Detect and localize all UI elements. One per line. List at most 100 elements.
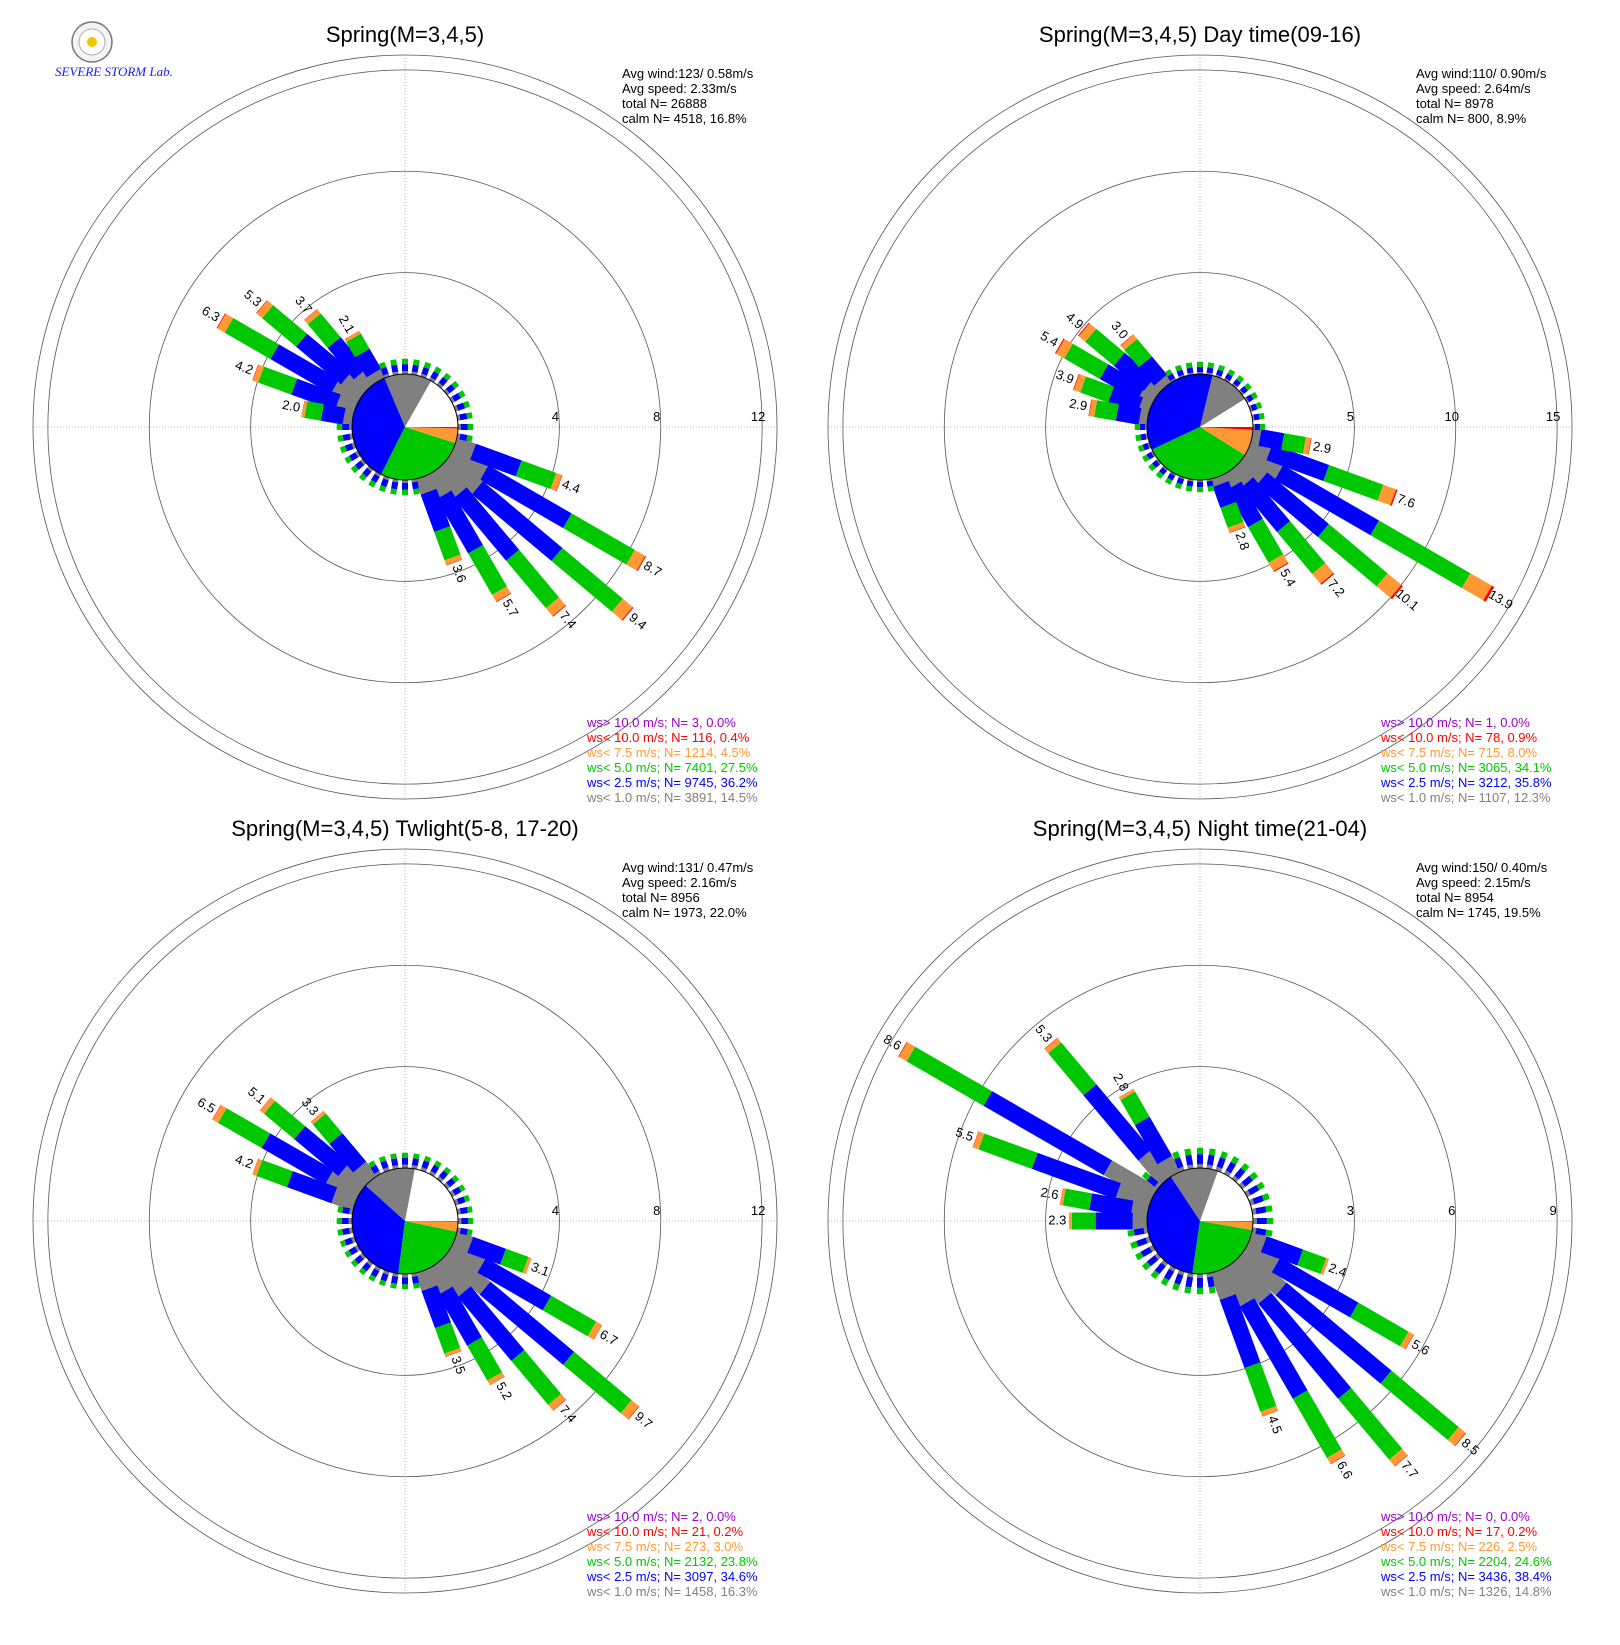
petal-segment — [1128, 1096, 1142, 1121]
ring-label: 4 — [552, 1203, 559, 1218]
petal-segment-minor — [1227, 1172, 1229, 1175]
petal-segment — [626, 1407, 633, 1413]
chart-title: Spring(M=3,4,5) Night time(21-04) — [1033, 816, 1367, 841]
ring-label: 5 — [1347, 409, 1354, 424]
petal-segment-minor — [1161, 469, 1164, 473]
petal-segment-minor — [394, 482, 395, 489]
petal-segment-minor — [1136, 437, 1141, 438]
petal-segment — [1393, 497, 1394, 498]
petal-segment — [1090, 408, 1095, 409]
petal-segment — [360, 1167, 371, 1180]
petal-segment-minor — [464, 404, 469, 406]
petal-segment-minor — [350, 1249, 356, 1253]
petal-segment-minor — [1187, 1287, 1188, 1293]
stat-line: total N= 26888 — [622, 96, 707, 111]
petal-segment-minor — [343, 437, 350, 438]
ring-label: 8 — [653, 409, 660, 424]
petal-segment — [334, 1195, 355, 1203]
petal-label: 2.1 — [336, 313, 358, 336]
petal-segment-minor — [416, 360, 417, 365]
petal-segment — [352, 335, 353, 337]
petal-segment — [475, 1341, 495, 1376]
petal-segment — [981, 1141, 1034, 1160]
petal-label: 4.5 — [1265, 1414, 1285, 1436]
petal-segment-minor — [394, 365, 395, 372]
petal-segment-minor — [1210, 1155, 1212, 1165]
petal-segment-minor — [1149, 1258, 1157, 1264]
petal-segment — [443, 1325, 452, 1350]
petal-segment-minor — [338, 438, 343, 439]
legend-entry: ws> 10.0 m/s; N= 1, 0.0% — [1380, 715, 1530, 730]
petal-segment — [1404, 1339, 1409, 1342]
petal-segment — [1083, 384, 1111, 394]
petal-segment-minor — [1210, 1277, 1212, 1287]
petal-segment-minor — [1128, 1233, 1134, 1234]
petal-segment-minor — [346, 1253, 350, 1255]
petal-segment-minor — [365, 470, 370, 475]
stat-line: Avg wind:123/ 0.58m/s — [622, 66, 754, 81]
petal-segment-minor — [341, 448, 346, 450]
petal-segment-minor — [364, 1264, 369, 1269]
legend-entry: ws< 5.0 m/s; N= 2132, 23.8% — [586, 1554, 758, 1569]
legend-entry: ws< 5.0 m/s; N= 3065, 34.1% — [1380, 760, 1552, 775]
petal-segment-minor — [1142, 1249, 1151, 1254]
petal-segment-minor — [1190, 481, 1191, 486]
petal-segment-minor — [416, 1283, 417, 1288]
petal-segment — [1132, 1209, 1148, 1212]
ring-label: 10 — [1445, 409, 1459, 424]
stat-line: Avg wind:150/ 0.40m/s — [1416, 860, 1548, 875]
petal-segment-minor — [1230, 371, 1233, 375]
petal-segment-minor — [1170, 375, 1173, 380]
petal-segment-minor — [373, 1270, 377, 1276]
petal-segment — [518, 1355, 555, 1399]
stat-line: total N= 8978 — [1416, 96, 1494, 111]
petal-segment-minor — [1249, 1188, 1258, 1193]
petal-segment — [374, 373, 379, 381]
petal-segment-minor — [394, 1159, 395, 1166]
petal-segment-minor — [1181, 1168, 1182, 1172]
petal-label: 4.2 — [233, 1151, 255, 1171]
petal-segment — [452, 557, 454, 562]
petal-segment-minor — [1151, 1248, 1154, 1250]
legend-entry: ws< 7.5 m/s; N= 715, 8.0% — [1380, 745, 1538, 760]
petal-segment-minor — [384, 479, 386, 486]
petal-segment-minor — [1170, 474, 1173, 479]
petal-segment-minor — [1244, 1178, 1252, 1184]
petal-segment — [1236, 525, 1238, 530]
petal-segment-minor — [1263, 1196, 1269, 1198]
petal-segment-minor — [467, 1232, 472, 1233]
legend-entry: ws< 2.5 m/s; N= 9745, 36.2% — [586, 775, 758, 790]
petal-segment-minor — [1172, 1267, 1174, 1270]
legend-entry: ws< 7.5 m/s; N= 1214, 4.5% — [586, 745, 751, 760]
petal-segment — [1252, 1365, 1268, 1409]
petal-segment-minor — [1177, 1274, 1180, 1283]
petal-segment-minor — [1144, 1264, 1149, 1268]
petal-segment-minor — [448, 387, 453, 392]
legend-entry: ws< 1.0 m/s; N= 1326, 14.8% — [1380, 1584, 1552, 1599]
petal-segment — [627, 613, 628, 614]
petal-segment-minor — [346, 446, 353, 448]
legend-entry: ws< 10.0 m/s; N= 116, 0.4% — [586, 730, 750, 745]
stat-line: Avg speed: 2.33m/s — [622, 81, 737, 96]
petal-segment — [641, 563, 642, 564]
petal-label: 4.9 — [1063, 309, 1086, 332]
petal-segment — [1161, 380, 1166, 386]
petal-label: 2.9 — [1068, 396, 1088, 414]
petal-segment — [1354, 1310, 1404, 1339]
petal-segment-minor — [1153, 1272, 1157, 1277]
petal-segment-minor — [1259, 416, 1264, 417]
petal-segment — [1059, 346, 1060, 347]
petal-label: 8.5 — [1459, 1435, 1482, 1458]
lab-logo-text: SEVERE STORM Lab. — [55, 64, 173, 79]
petal-segment — [476, 549, 500, 590]
petal-segment-minor — [1237, 1170, 1243, 1178]
petal-label: 8.6 — [881, 1031, 904, 1053]
petal-segment-minor — [416, 1154, 417, 1159]
petal-segment-minor — [426, 363, 428, 368]
petal-segment-minor — [436, 368, 439, 373]
petal-segment-minor — [1187, 1149, 1188, 1155]
stat-line: total N= 8954 — [1416, 890, 1494, 905]
petal-segment-minor — [453, 396, 459, 400]
petal-segment-minor — [394, 1276, 395, 1283]
